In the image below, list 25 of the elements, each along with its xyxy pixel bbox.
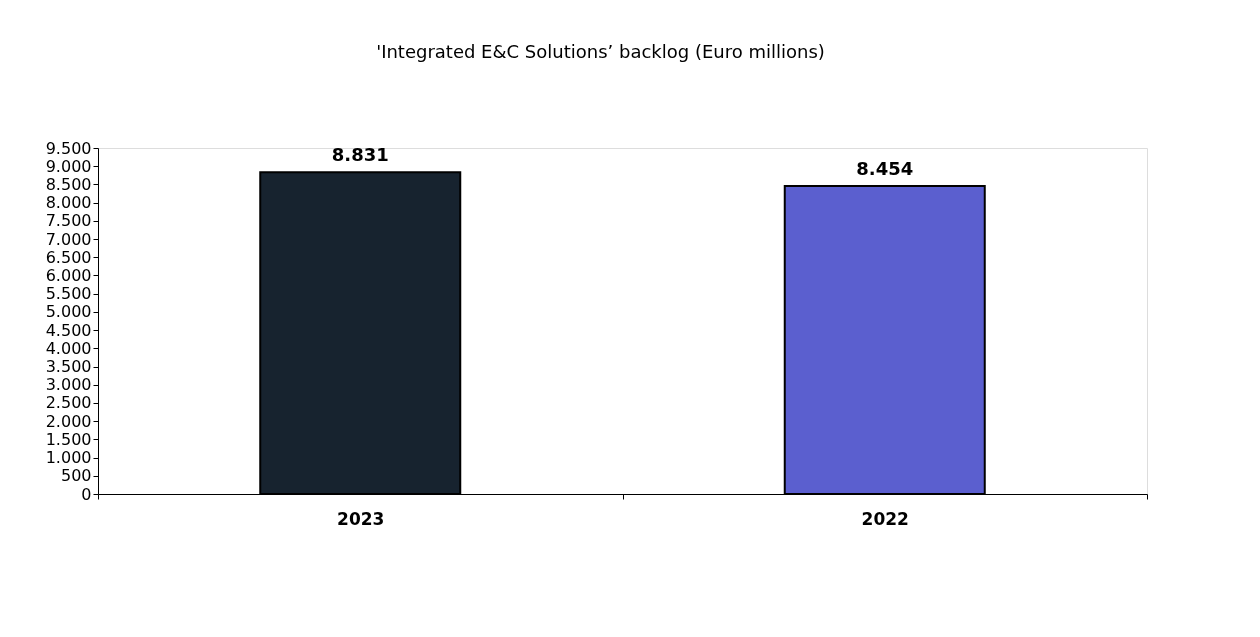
y-tick-label: 5.000: [45, 302, 92, 322]
y-tick-label: 3.500: [45, 357, 92, 377]
data-label: 8.831: [331, 144, 389, 166]
y-tick-label: 9.500: [45, 138, 92, 158]
y-tick-label: 4.500: [45, 320, 92, 340]
y-tick-label: 4.000: [45, 338, 92, 358]
y-tick-label: 1.500: [45, 429, 92, 449]
y-tick-label: 3.000: [45, 375, 92, 395]
chart-title: 'Integrated E&C Solutions’ backlog (Euro millions): [376, 41, 825, 62]
y-tick-label: 9.000: [45, 156, 92, 176]
y-tick-label: 8.500: [45, 174, 92, 194]
x-tick-label: 2023: [337, 508, 385, 529]
y-tick-label: 2.500: [45, 393, 92, 413]
data-label: 8.454: [856, 158, 914, 180]
y-tick-label: 500: [60, 466, 92, 486]
y-tick-label: 6.000: [45, 265, 92, 285]
y-tick-label: 2.000: [45, 411, 92, 431]
x-tick-label: 2022: [861, 508, 909, 529]
y-tick-label: 0: [81, 484, 92, 504]
y-tick-label: 7.000: [45, 229, 92, 249]
y-tick-label: 5.500: [45, 284, 92, 304]
y-tick-label: 1.000: [45, 448, 92, 468]
y-tick-label: 6.500: [45, 247, 92, 267]
y-tick-label: 7.500: [45, 211, 92, 231]
y-tick-label: 8.000: [45, 193, 92, 213]
